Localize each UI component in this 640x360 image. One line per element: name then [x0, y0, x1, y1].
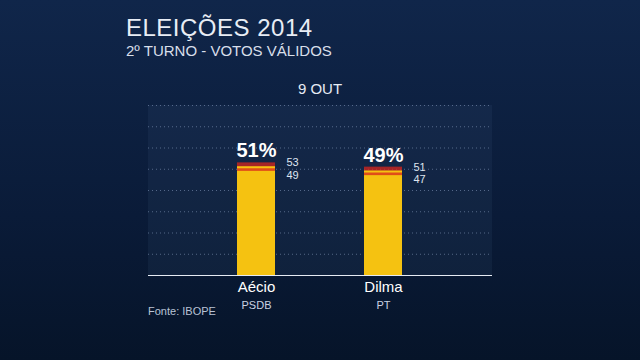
html-text:ELEIÇÕES 2014: ELEIÇÕES 2014: [126, 14, 313, 41]
svg-text:Dilma: Dilma: [364, 278, 403, 295]
svg-text:PSDB: PSDB: [242, 299, 272, 311]
svg-text:51%: 51%: [236, 139, 276, 161]
svg-text:53: 53: [287, 156, 299, 168]
svg-text:49%: 49%: [363, 144, 403, 166]
html-text:Fonte: IBOPE: Fonte: IBOPE: [148, 305, 216, 317]
svg-text:PT: PT: [376, 299, 390, 311]
html-text:2º TURNO - VOTOS VÁLIDOS: 2º TURNO - VOTOS VÁLIDOS: [126, 42, 332, 59]
html-text:9 OUT: 9 OUT: [297, 80, 343, 97]
svg-text:Aécio: Aécio: [238, 278, 276, 295]
svg-text:47: 47: [414, 173, 426, 185]
svg-text:49: 49: [287, 169, 299, 181]
svg-text:51: 51: [414, 161, 426, 173]
